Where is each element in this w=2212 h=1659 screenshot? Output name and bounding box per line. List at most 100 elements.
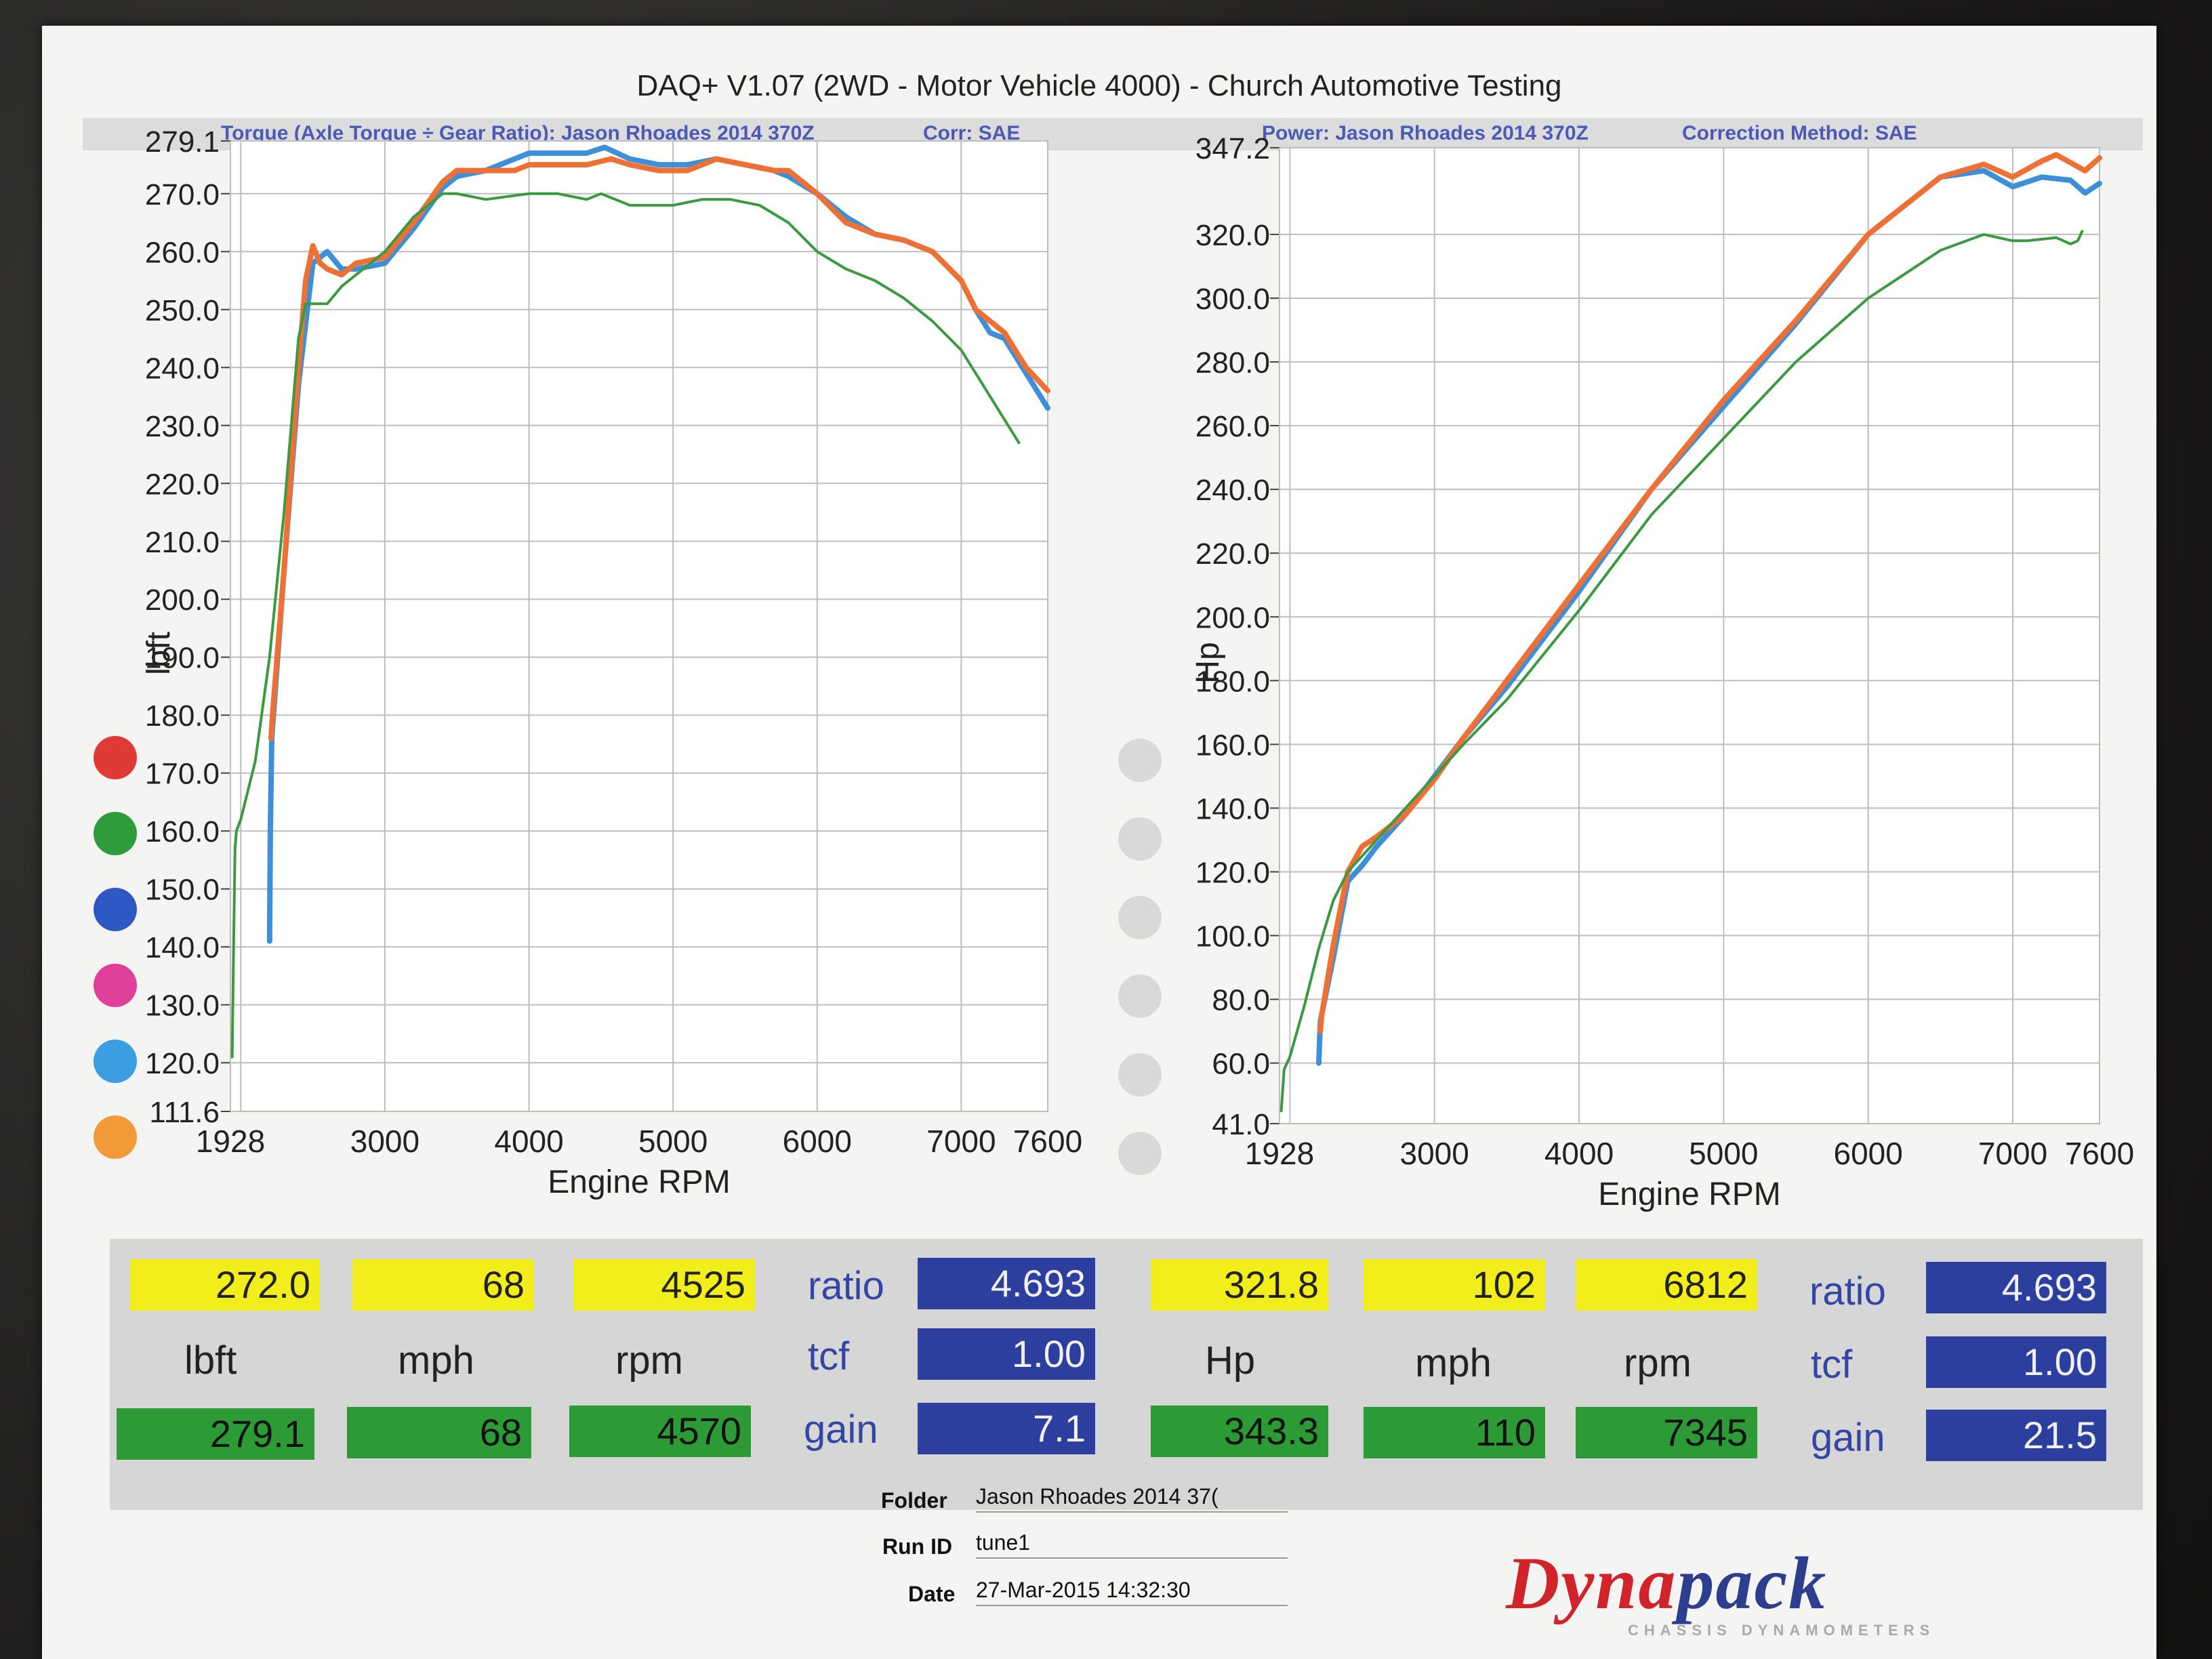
power-xtick-label: 4000 (1544, 1136, 1614, 1171)
legend-color-dot[interactable] (94, 888, 137, 931)
torque-current-rpm: 4525 (573, 1259, 755, 1311)
power-gain-label: gain (1811, 1416, 1885, 1460)
torque-ytick-label: 120.0 (145, 1047, 220, 1080)
torque-xtick-label: 7600 (1013, 1124, 1082, 1159)
torque-ytick-label: 270.0 (145, 178, 220, 211)
torque-xtick-label: 7000 (926, 1124, 996, 1159)
legend-color-dot[interactable] (94, 1115, 137, 1159)
power-ytick-label: 120.0 (1195, 856, 1270, 889)
power-xtick-label: 3000 (1400, 1136, 1469, 1171)
legend-empty-slot[interactable] (1118, 975, 1162, 1018)
power-y-axis-label: Hp (1190, 642, 1226, 683)
power-rpm-label: rpm (1624, 1341, 1692, 1385)
legend-color-dot[interactable] (94, 964, 137, 1007)
torque-ytick-label: 180.0 (145, 699, 220, 733)
power-series-line-2 (1279, 230, 2084, 1113)
logo-subtitle: CHASSIS DYNAMOMETERS (1628, 1622, 1936, 1639)
power-header-corr: Correction Method: SAE (1682, 122, 1917, 144)
power-ytick-label: 80.0 (1212, 984, 1270, 1017)
torque-series-line-2 (230, 192, 1021, 1059)
dynapack-logo: Dynapack (1506, 1540, 1827, 1626)
power-ratio-value: 4.693 (1926, 1262, 2106, 1313)
power-ytick-label: 300.0 (1195, 283, 1270, 316)
torque-current-mph: 68 (352, 1259, 534, 1311)
torque-ytick-label: 260.0 (145, 236, 220, 269)
power-ytick-label: 200.0 (1195, 601, 1270, 634)
torque-ytick-label: 130.0 (145, 989, 220, 1023)
folder-value: Jason Rhoades 2014 37( (976, 1484, 1288, 1513)
torque-ytick-label: 140.0 (145, 931, 220, 964)
power-ytick-label: 240.0 (1195, 474, 1270, 507)
folder-label: Folder (881, 1488, 947, 1513)
torque-xtick-label: 5000 (638, 1124, 708, 1159)
legend-empty-slot[interactable] (1118, 817, 1162, 861)
logo-dyna: Dyna (1506, 1542, 1677, 1624)
torque-xtick-label: 6000 (783, 1124, 852, 1159)
power-mph-label: mph (1415, 1341, 1492, 1385)
torque-ytick-label: 150.0 (145, 874, 220, 907)
torque-tcf-label: tcf (808, 1334, 850, 1378)
legend-empty-slot[interactable] (1118, 739, 1162, 782)
power-x-axis-label: Engine RPM (1598, 1176, 1780, 1212)
power-series-line-1 (1317, 152, 2102, 1034)
torque-series-line-1 (268, 156, 1050, 741)
torque-ratio-value: 4.693 (918, 1258, 1095, 1309)
legend-color-dot[interactable] (94, 1040, 137, 1083)
power-tcf-label: tcf (1811, 1343, 1853, 1387)
torque-peak-mph: 68 (347, 1407, 531, 1458)
power-current-value: 321.8 (1151, 1259, 1328, 1311)
sheet-title: DAQ+ V1.07 (2WD - Motor Vehicle 4000) - … (636, 69, 1562, 102)
power-ytick-label: 180.0 (1195, 665, 1270, 698)
power-peak-rpm: 7345 (1576, 1407, 1757, 1458)
power-header: Power: Jason Rhoades 2014 370Z Correctio… (1126, 118, 2143, 150)
torque-mph-label: mph (398, 1338, 474, 1382)
torque-xtick-label: 4000 (494, 1124, 563, 1159)
power-xtick-label: 1928 (1245, 1136, 1314, 1171)
power-xtick-label: 6000 (1834, 1136, 1903, 1171)
torque-ratio-label: ratio (808, 1264, 884, 1308)
date-value: 27-Mar-2015 14:32:30 (976, 1578, 1288, 1606)
legend-empty-slot[interactable] (1118, 1132, 1162, 1175)
torque-chart: 279.1 270.0 260.0 250.0 240.0 230.0 220.0 210.0… (141, 125, 1082, 1200)
power-ytick-label: 347.2 (1195, 132, 1270, 165)
power-ratio-label: ratio (1809, 1269, 1886, 1313)
power-ytick-label: 320.0 (1195, 219, 1270, 252)
power-ytick-label: 220.0 (1195, 537, 1270, 571)
torque-ytick-label: 210.0 (145, 526, 220, 559)
torque-rpm-label: rpm (615, 1338, 683, 1382)
power-xtick-label: 7600 (2065, 1136, 2134, 1171)
power-ytick-label: 140.0 (1195, 792, 1270, 825)
readout-panel: 272.0 68 4525 ratio 4.693 lbft mph rpm t… (110, 1239, 2143, 1510)
legend-empty-slot[interactable] (1118, 896, 1162, 939)
torque-x-axis-label: Engine RPM (548, 1164, 730, 1200)
legend-color-dot[interactable] (94, 736, 137, 779)
torque-gain-value: 7.1 (918, 1403, 1095, 1454)
legend-color-dot[interactable] (94, 812, 137, 855)
run-id-value: tune1 (976, 1530, 1288, 1559)
torque-ytick-label: 230.0 (145, 410, 220, 443)
torque-xtick-label: 1928 (196, 1124, 265, 1159)
power-ytick-label: 260.0 (1195, 410, 1270, 443)
power-xtick-label: 5000 (1689, 1136, 1758, 1171)
torque-y-axis-label: lbft (141, 632, 177, 675)
power-ytick-label: 60.0 (1212, 1048, 1270, 1081)
power-plot-area (1279, 147, 2100, 1124)
torque-ytick-label: 190.0 (145, 642, 220, 675)
power-gain-value: 21.5 (1926, 1410, 2106, 1461)
torque-ytick-label: 240.0 (145, 352, 220, 385)
torque-peak-value: 279.1 (117, 1408, 314, 1460)
legend-empty-slot[interactable] (1118, 1053, 1162, 1097)
torque-tcf-value: 1.00 (918, 1328, 1095, 1380)
power-ytick-label: 160.0 (1195, 729, 1270, 762)
torque-unit: lbft (184, 1338, 237, 1382)
power-peak-value: 343.3 (1151, 1406, 1328, 1457)
power-xtick-label: 7000 (1978, 1136, 2047, 1171)
torque-ytick-label: 220.0 (145, 468, 220, 501)
power-current-rpm: 6812 (1576, 1259, 1757, 1311)
torque-peak-rpm: 4570 (569, 1406, 751, 1457)
power-ytick-label: 41.0 (1212, 1108, 1270, 1141)
torque-ytick-label: 200.0 (145, 583, 220, 617)
power-current-mph: 102 (1364, 1259, 1545, 1311)
torque-ytick-label: 111.6 (149, 1096, 220, 1129)
power-tcf-value: 1.00 (1926, 1336, 2106, 1388)
